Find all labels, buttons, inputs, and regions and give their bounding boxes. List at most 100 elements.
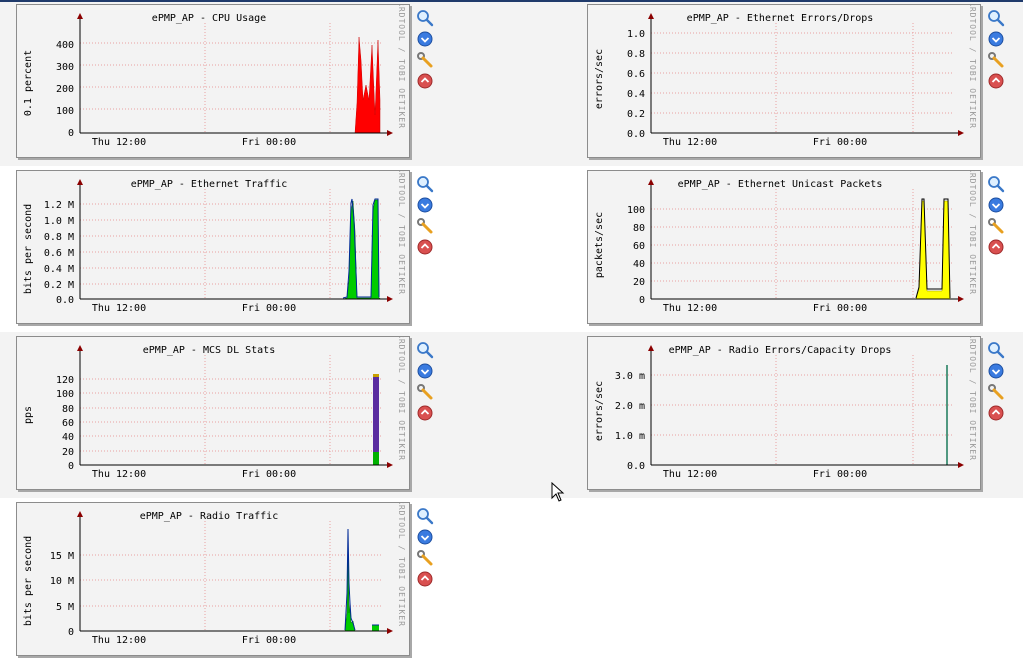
- y-tick-label: 100: [56, 389, 74, 400]
- edit-icon[interactable]: [987, 383, 1005, 401]
- move-up-icon[interactable]: [416, 238, 434, 256]
- download-icon[interactable]: [987, 30, 1005, 48]
- move-up-icon[interactable]: [416, 570, 434, 588]
- download-icon[interactable]: [987, 196, 1005, 214]
- graph-ethernet-unicast-svg: ePMP_AP - Ethernet Unicast Packets packe…: [594, 171, 977, 314]
- y-tick-label: 60: [62, 418, 74, 429]
- y-tick-label: 3.0 m: [615, 371, 645, 382]
- move-up-icon[interactable]: [987, 404, 1005, 422]
- mcs-high-series: [373, 377, 379, 452]
- edit-icon[interactable]: [416, 549, 434, 567]
- graph-title: ePMP_AP - MCS DL Stats: [143, 345, 275, 356]
- y-tick-label: 0.8 M: [44, 232, 74, 243]
- edit-icon[interactable]: [416, 51, 434, 69]
- edit-icon[interactable]: [987, 51, 1005, 69]
- download-icon[interactable]: [416, 528, 434, 546]
- graph-cpu-usage-svg: ePMP_AP - CPU Usage 0.1 percent RRDTOOL …: [23, 5, 406, 148]
- graph-title: ePMP_AP - Ethernet Unicast Packets: [678, 179, 883, 190]
- x-tick-label: Fri 00:00: [813, 469, 867, 480]
- y-tick-label: 120: [56, 375, 74, 386]
- graph-ethernet-traffic[interactable]: ePMP_AP - Ethernet Traffic bits per seco…: [16, 170, 410, 324]
- zoom-icon[interactable]: [987, 9, 1005, 27]
- graph-cpu-usage[interactable]: ePMP_AP - CPU Usage 0.1 percent RRDTOOL …: [16, 4, 410, 158]
- y-tick-label: 0: [68, 128, 74, 139]
- y-tick-label: 400: [56, 40, 74, 51]
- graph-title: ePMP_AP - Radio Traffic: [140, 511, 278, 522]
- graph-mcs-dl-stats[interactable]: ePMP_AP - MCS DL Stats pps RRDTOOL / TOB…: [16, 336, 410, 490]
- y-tick-label: 0: [68, 461, 74, 472]
- zoom-icon[interactable]: [416, 341, 434, 359]
- y-tick-label: 300: [56, 62, 74, 73]
- y-axis-label: packets/sec: [594, 212, 605, 278]
- graph-actions-radio-errors: [987, 341, 1007, 425]
- graph-ethernet-unicast-packets[interactable]: ePMP_AP - Ethernet Unicast Packets packe…: [587, 170, 981, 324]
- y-tick-label: 0.2 M: [44, 280, 74, 291]
- y-tick-label: 10 M: [50, 576, 74, 587]
- y-tick-label: 60: [633, 241, 645, 252]
- graph-actions-cpu: [416, 9, 436, 93]
- move-up-icon[interactable]: [987, 238, 1005, 256]
- mcs-low-series: [373, 452, 379, 465]
- x-tick-label: Fri 00:00: [242, 303, 296, 314]
- edit-icon[interactable]: [416, 217, 434, 235]
- zoom-icon[interactable]: [416, 507, 434, 525]
- move-up-icon[interactable]: [416, 404, 434, 422]
- unicast-out-series: [915, 198, 951, 299]
- move-up-icon[interactable]: [987, 72, 1005, 90]
- grid: [79, 189, 382, 299]
- y-tick-label: 40: [62, 432, 74, 443]
- mouse-cursor-icon: [551, 482, 565, 502]
- download-icon[interactable]: [987, 362, 1005, 380]
- graph-actions-mcs-dl: [416, 341, 436, 425]
- zoom-icon[interactable]: [987, 341, 1005, 359]
- graph-ethernet-errors-drops[interactable]: ePMP_AP - Ethernet Errors/Drops errors/s…: [587, 4, 981, 158]
- x-tick-label: Thu 12:00: [92, 303, 146, 314]
- grid: [79, 23, 382, 133]
- radio-tx-series: [344, 528, 356, 631]
- download-icon[interactable]: [416, 362, 434, 380]
- y-tick-label: 0: [639, 295, 645, 306]
- grid: [650, 355, 953, 465]
- x-tick-label: Fri 00:00: [813, 137, 867, 148]
- x-tick-label: Thu 12:00: [92, 469, 146, 480]
- graph-title: ePMP_AP - Radio Errors/Capacity Drops: [669, 345, 892, 356]
- y-tick-label: 100: [627, 205, 645, 216]
- y-tick-label: 0.6 M: [44, 248, 74, 259]
- y-tick-label: 100: [56, 106, 74, 117]
- x-tick-label: Fri 00:00: [813, 303, 867, 314]
- x-tick-label: Fri 00:00: [242, 635, 296, 646]
- y-tick-label: 200: [56, 84, 74, 95]
- rrdtool-watermark: RRDTOOL / TOBI OETIKER: [968, 5, 977, 129]
- y-tick-label: 80: [62, 404, 74, 415]
- y-axis-label: 0.1 percent: [23, 50, 34, 116]
- y-axis-label: bits per second: [23, 536, 34, 626]
- y-tick-label: 40: [633, 259, 645, 270]
- graph-actions-radio-traffic: [416, 507, 436, 591]
- rrdtool-watermark: RRDTOOL / TOBI OETIKER: [397, 503, 406, 627]
- cpu-series: [354, 36, 381, 134]
- y-tick-label: 15 M: [50, 551, 74, 562]
- grid: [650, 189, 953, 299]
- download-icon[interactable]: [416, 30, 434, 48]
- download-icon[interactable]: [416, 196, 434, 214]
- x-tick-label: Thu 12:00: [663, 469, 717, 480]
- graph-ethernet-traffic-svg: ePMP_AP - Ethernet Traffic bits per seco…: [23, 171, 406, 314]
- x-tick-label: Thu 12:00: [663, 303, 717, 314]
- y-axis-label: errors/sec: [594, 381, 605, 441]
- y-tick-label: 0.0: [56, 295, 74, 306]
- y-tick-label: 1.0 M: [44, 216, 74, 227]
- edit-icon[interactable]: [987, 217, 1005, 235]
- edit-icon[interactable]: [416, 383, 434, 401]
- y-tick-label: 0.0: [627, 129, 645, 140]
- graph-actions-ethernet-traffic: [416, 175, 436, 259]
- graph-title: ePMP_AP - Ethernet Traffic: [131, 179, 288, 190]
- graph-radio-traffic[interactable]: ePMP_AP - Radio Traffic bits per second …: [16, 502, 410, 656]
- zoom-icon[interactable]: [416, 175, 434, 193]
- graph-title: ePMP_AP - CPU Usage: [152, 13, 266, 24]
- graph-radio-errors-capacity-drops[interactable]: ePMP_AP - Radio Errors/Capacity Drops er…: [587, 336, 981, 490]
- zoom-icon[interactable]: [416, 9, 434, 27]
- rrdtool-watermark: RRDTOOL / TOBI OETIKER: [397, 5, 406, 129]
- move-up-icon[interactable]: [416, 72, 434, 90]
- x-tick-label: Thu 12:00: [92, 635, 146, 646]
- zoom-icon[interactable]: [987, 175, 1005, 193]
